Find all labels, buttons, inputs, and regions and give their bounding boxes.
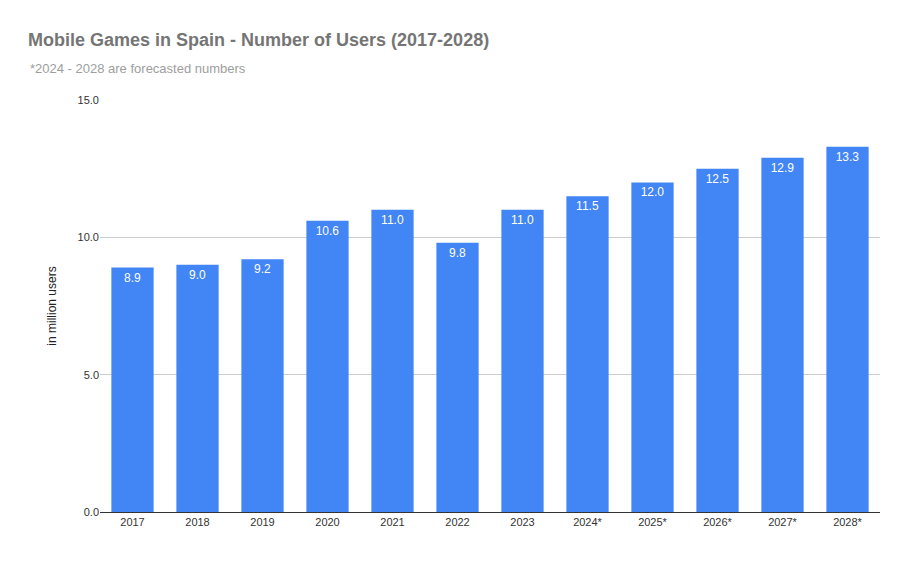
- svg-text:11.5: 11.5: [576, 199, 599, 213]
- svg-text:12.5: 12.5: [706, 172, 730, 186]
- svg-text:2022: 2022: [445, 516, 469, 528]
- svg-text:8.9: 8.9: [124, 271, 141, 285]
- svg-text:5.0: 5.0: [84, 369, 99, 381]
- svg-text:Mobile Games in Spain - Number: Mobile Games in Spain - Number of Users …: [28, 30, 489, 50]
- svg-text:10.6: 10.6: [316, 224, 340, 238]
- svg-text:2028*: 2028*: [833, 516, 862, 528]
- svg-text:2019: 2019: [250, 516, 274, 528]
- svg-text:12.0: 12.0: [641, 185, 665, 199]
- svg-text:0.0: 0.0: [84, 506, 99, 518]
- svg-text:2021: 2021: [380, 516, 404, 528]
- svg-text:9.8: 9.8: [449, 246, 466, 260]
- svg-text:*2024 - 2028 are forecasted nu: *2024 - 2028 are forecasted numbers: [30, 61, 246, 76]
- svg-text:9.0: 9.0: [189, 268, 206, 282]
- svg-text:in million users: in million users: [45, 266, 59, 345]
- svg-text:10.0: 10.0: [78, 231, 99, 243]
- svg-text:2023: 2023: [510, 516, 534, 528]
- svg-text:12.9: 12.9: [771, 161, 795, 175]
- svg-text:2017: 2017: [120, 516, 144, 528]
- svg-text:2024*: 2024*: [573, 516, 602, 528]
- svg-text:2025*: 2025*: [638, 516, 667, 528]
- svg-text:15.0: 15.0: [78, 94, 99, 106]
- svg-text:2026*: 2026*: [703, 516, 732, 528]
- svg-text:2018: 2018: [185, 516, 209, 528]
- svg-text:11.0: 11.0: [381, 213, 404, 227]
- svg-text:9.2: 9.2: [254, 262, 271, 276]
- svg-text:11.0: 11.0: [511, 213, 534, 227]
- svg-text:2020: 2020: [315, 516, 339, 528]
- svg-text:13.3: 13.3: [836, 150, 860, 164]
- svg-text:2027*: 2027*: [768, 516, 797, 528]
